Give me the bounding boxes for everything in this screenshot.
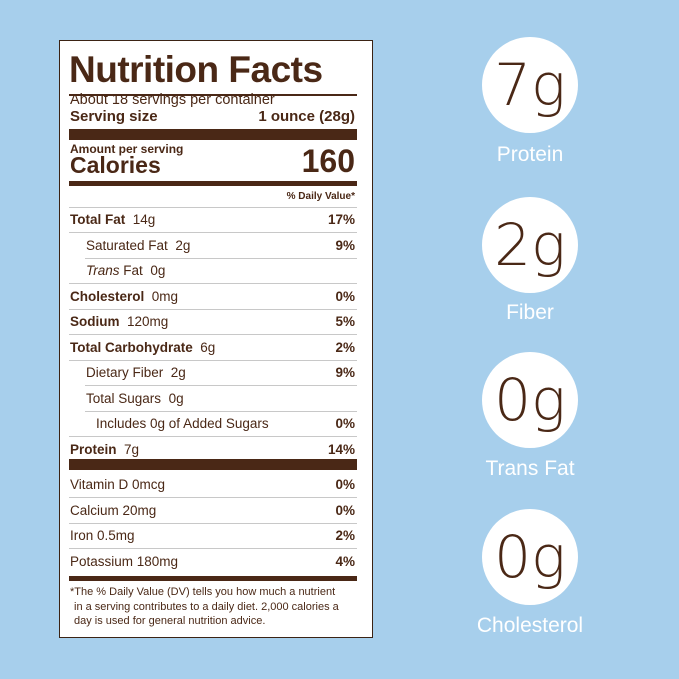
row-divider — [69, 522, 357, 524]
highlight-label: Fiber — [506, 301, 554, 324]
serving-size-label: Serving size — [70, 108, 158, 125]
nutrient-amount: 2g — [170, 365, 186, 380]
nutrient-row: Total Carbohydrate 6g — [70, 340, 215, 355]
highlight-value: 7g — [494, 51, 566, 119]
nutrient-name: Saturated Fat — [86, 237, 168, 253]
footnote: *The % Daily Value (DV) tells you how mu… — [70, 586, 339, 627]
nutrient-daily-value: 14% — [327, 441, 355, 457]
daily-value-header: % Daily Value* — [286, 191, 355, 202]
row-divider — [69, 497, 357, 498]
nutrient-amount: 120mg — [127, 314, 169, 329]
label-title: Nutrition Facts — [69, 49, 323, 90]
row-divider — [69, 232, 357, 233]
nutrient-row: Total Sugars 0g — [86, 391, 184, 406]
highlight-circle: 7g — [482, 37, 578, 133]
nutrient-amount: 0g — [150, 263, 166, 278]
nutrient-daily-value: 0% — [335, 416, 355, 431]
nutrition-facts-label: Nutrition Facts About 18 servings per co… — [59, 40, 373, 638]
row-divider — [69, 334, 357, 335]
row-divider — [69, 436, 357, 437]
nutrient-name: Total Carbohydrate — [70, 339, 193, 355]
vitamin-name: Vitamin D 0mcg — [70, 477, 166, 492]
nutrient-name: Total Fat — [70, 212, 126, 227]
vitamin-daily-value: 4% — [335, 554, 355, 570]
nutrient-name: Total Sugars — [86, 390, 162, 406]
calories-value: 160 — [301, 143, 355, 179]
nutrient-daily-value: 9% — [335, 237, 355, 253]
vitamin-daily-value: 0% — [335, 477, 355, 492]
thick-divider — [69, 459, 357, 470]
medium-divider — [69, 181, 357, 186]
vitamin-daily-value: 2% — [335, 528, 355, 544]
nutrient-daily-value: 9% — [335, 365, 355, 380]
nutrient-amount: 2g — [175, 237, 191, 253]
amount-per-serving: Amount per serving — [70, 142, 184, 156]
row-divider — [85, 410, 357, 412]
row-divider — [85, 257, 357, 259]
vitamin-name: Iron 0.5mg — [70, 528, 135, 544]
highlight-value: 2g — [494, 211, 566, 279]
nutrient-row: Sodium 120mg — [70, 314, 168, 329]
calories-label: Calories — [70, 152, 161, 178]
highlight-circle: 2g — [482, 197, 578, 293]
row-divider — [69, 308, 357, 310]
nutrient-row: Dietary Fiber 2g — [86, 365, 186, 380]
highlight-circle: 0g — [482, 352, 578, 448]
nutrient-daily-value: 0% — [335, 288, 355, 304]
nutrient-amount: 7g — [124, 441, 140, 457]
nutrient-row: Protein 7g — [70, 442, 139, 457]
row-divider — [85, 385, 357, 386]
nutrient-row: Saturated Fat 2g — [86, 238, 190, 253]
highlight-label: Protein — [496, 143, 564, 166]
nutrient-daily-value: 2% — [335, 339, 355, 355]
nutrient-amount: 0mg — [151, 288, 179, 304]
nutrient-name: Fat — [123, 263, 143, 278]
medium-divider — [69, 576, 357, 581]
nutrient-row: Includes 0g of Added Sugars — [96, 416, 276, 431]
nutrient-daily-value: 17% — [327, 212, 355, 227]
nutrient-name: Includes 0g of Added Sugars — [96, 416, 269, 431]
nutrient-row: Total Fat 14g — [70, 212, 155, 227]
row-divider — [69, 283, 357, 284]
highlight-value: 0g — [494, 523, 566, 591]
row-divider — [69, 359, 357, 361]
highlight-circle: 0g — [482, 509, 578, 605]
nutrient-row: Cholesterol 0mg — [70, 289, 178, 304]
highlight-label: Cholesterol — [476, 614, 584, 637]
nutrient-name: Sodium — [70, 314, 120, 329]
thick-divider — [69, 129, 357, 140]
vitamin-name: Potassium 180mg — [70, 554, 179, 570]
nutrient-name: Protein — [70, 441, 117, 457]
row-divider — [69, 548, 357, 550]
nutrient-name: Cholesterol — [70, 288, 145, 304]
nutrient-row: Trans Fat 0g — [86, 263, 165, 278]
highlight-value: 0g — [494, 366, 566, 434]
vitamin-daily-value: 0% — [335, 502, 355, 518]
divider — [69, 94, 357, 96]
nutrient-amount: 6g — [200, 339, 216, 355]
nutrient-amount: 14g — [132, 212, 156, 227]
servings-per-container: About 18 servings per container — [70, 92, 275, 108]
nutrient-name: Dietary Fiber — [86, 365, 164, 380]
vitamin-name: Calcium 20mg — [70, 502, 157, 518]
nutrient-daily-value: 5% — [335, 314, 355, 329]
nutrient-name: Trans — [86, 263, 120, 278]
nutrient-amount: 0g — [168, 390, 184, 406]
serving-size-value: 1 ounce (28g) — [258, 108, 355, 125]
highlight-label: Trans Fat — [485, 457, 575, 480]
